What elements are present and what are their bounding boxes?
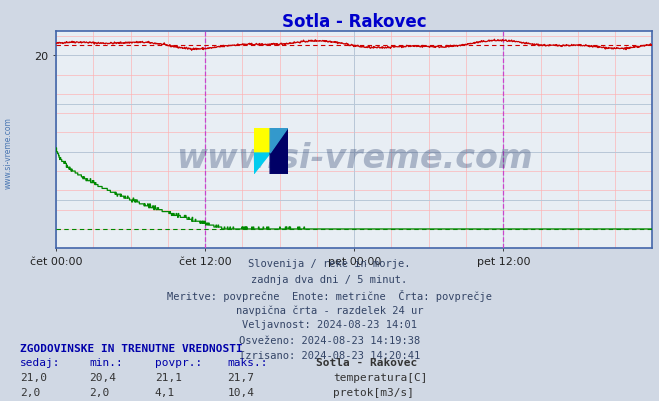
Text: 21,0: 21,0 bbox=[20, 372, 47, 382]
Polygon shape bbox=[270, 128, 288, 174]
Text: Osveženo: 2024-08-23 14:19:38: Osveženo: 2024-08-23 14:19:38 bbox=[239, 335, 420, 345]
Text: Slovenija / reke in morje.: Slovenija / reke in morje. bbox=[248, 259, 411, 269]
Text: ZGODOVINSKE IN TRENUTNE VREDNOSTI: ZGODOVINSKE IN TRENUTNE VREDNOSTI bbox=[20, 343, 243, 353]
Text: navpična črta - razdelek 24 ur: navpična črta - razdelek 24 ur bbox=[236, 304, 423, 315]
Text: Meritve: povprečne  Enote: metrične  Črta: povprečje: Meritve: povprečne Enote: metrične Črta:… bbox=[167, 289, 492, 301]
Text: 20,4: 20,4 bbox=[89, 372, 116, 382]
Text: sedaj:: sedaj: bbox=[20, 357, 60, 367]
Text: www.si-vreme.com: www.si-vreme.com bbox=[176, 141, 532, 174]
Title: Sotla - Rakovec: Sotla - Rakovec bbox=[282, 12, 426, 30]
Text: 2,0: 2,0 bbox=[20, 387, 40, 397]
Polygon shape bbox=[270, 128, 288, 154]
Text: pretok[m3/s]: pretok[m3/s] bbox=[333, 387, 415, 397]
Text: 10,4: 10,4 bbox=[227, 387, 254, 397]
Text: 2,0: 2,0 bbox=[89, 387, 109, 397]
Text: 4,1: 4,1 bbox=[155, 387, 175, 397]
Text: min.:: min.: bbox=[89, 357, 123, 367]
Text: Izrisano: 2024-08-23 14:20:41: Izrisano: 2024-08-23 14:20:41 bbox=[239, 350, 420, 360]
Text: povpr.:: povpr.: bbox=[155, 357, 202, 367]
Text: www.si-vreme.com: www.si-vreme.com bbox=[4, 117, 13, 188]
Text: temperatura[C]: temperatura[C] bbox=[333, 372, 428, 382]
Text: Sotla - Rakovec: Sotla - Rakovec bbox=[316, 357, 418, 367]
Polygon shape bbox=[254, 154, 270, 174]
Text: maks.:: maks.: bbox=[227, 357, 268, 367]
Bar bbox=[254, 128, 270, 154]
Text: Veljavnost: 2024-08-23 14:01: Veljavnost: 2024-08-23 14:01 bbox=[242, 320, 417, 330]
Text: zadnja dva dni / 5 minut.: zadnja dva dni / 5 minut. bbox=[251, 274, 408, 284]
Text: 21,7: 21,7 bbox=[227, 372, 254, 382]
Text: 21,1: 21,1 bbox=[155, 372, 182, 382]
